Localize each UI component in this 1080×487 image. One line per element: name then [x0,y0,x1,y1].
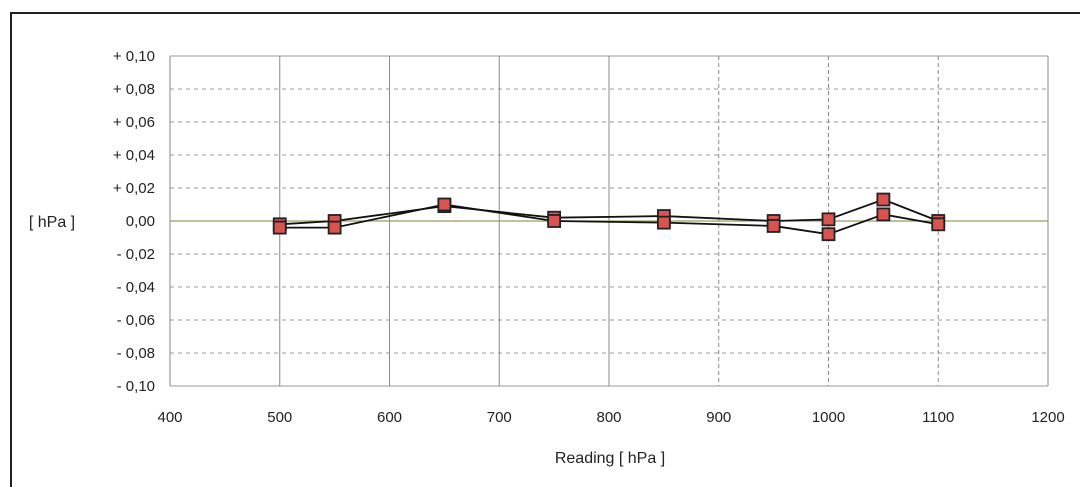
data-point [876,192,891,207]
y-tick-label: + 0,04 [113,147,155,164]
x-axis-label: Reading [ hPa ] [555,450,665,467]
x-tick-label: 800 [596,409,621,426]
x-tick-label: 900 [706,409,731,426]
x-tick-label: 1200 [1031,409,1064,426]
data-point [766,219,781,233]
y-tick-label: - 0,04 [117,279,155,296]
y-tick-label: - 0,10 [117,378,155,395]
y-tick-label: - 0,06 [117,312,155,329]
y-tick-label: + 0,06 [113,114,155,131]
x-tick-label: 1100 [922,409,954,426]
y-axis-label: [ hPa ] [29,214,75,231]
x-tick-labels: 400 500 600 700 800 900 1000 1100 1200 [157,409,1064,426]
y-tick-label: + 0,08 [113,81,155,98]
x-tick-label: 1000 [812,409,845,426]
y-tick-labels: + 0,10 + 0,08 + 0,06 + 0,04 + 0,02 0,00 - 0,02… [113,48,155,395]
data-point [272,220,287,235]
data-point [547,214,562,228]
series-markers [272,192,946,242]
data-point [821,227,836,242]
data-point [821,212,836,227]
y-tick-label: + 0,02 [113,180,155,197]
x-tick-label: 600 [377,409,402,426]
data-point [931,217,946,232]
y-tick-label: - 0,02 [117,246,155,263]
x-tick-label: 400 [157,409,182,426]
x-tick-label: 500 [267,409,292,426]
data-point [656,215,671,230]
y-tick-label: + 0,10 [113,48,155,65]
data-point [437,197,452,212]
data-point [327,220,342,235]
data-point [876,207,891,222]
chart-frame [10,12,1080,487]
y-tick-label: - 0,08 [117,345,155,362]
y-tick-label: 0,00 [126,213,155,230]
x-tick-label: 700 [487,409,512,426]
